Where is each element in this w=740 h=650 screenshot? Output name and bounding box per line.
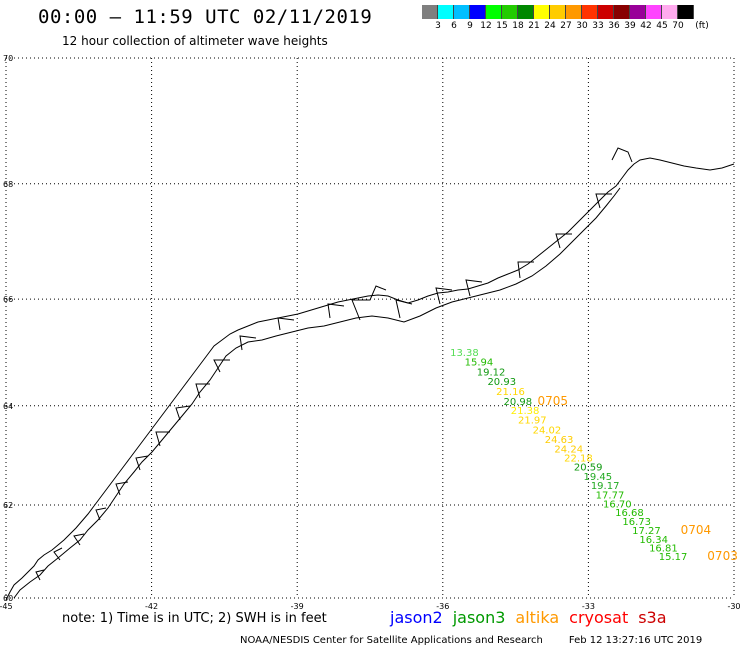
longitude-tick-label: -30	[727, 602, 740, 611]
wave-height-value: 16.34	[639, 535, 668, 546]
wave-height-value: 15.94	[465, 358, 494, 369]
colorbar-label: 39	[624, 21, 636, 31]
wave-height-value: 20.59	[574, 463, 603, 474]
coastline-inner-path	[13, 187, 621, 599]
wave-height-value: 13.38	[450, 348, 479, 359]
wave-height-value: 16.68	[615, 508, 644, 519]
colorbar-swatch	[566, 5, 582, 19]
colorbar-label: 24	[544, 21, 556, 31]
coastline-fjords-path	[35, 147, 633, 581]
pass-id-label: 0703	[707, 549, 738, 563]
latitude-tick-label: 70	[3, 54, 13, 63]
latitude-tick-label: 66	[3, 295, 13, 304]
map-axes: -45 -42 -39 -36 -33 -30 70 68 66 64 62 60	[0, 54, 740, 611]
colorbar-swatch	[630, 5, 646, 19]
pass-id-label: 0705	[537, 394, 568, 408]
colorbar-label: 27	[560, 21, 572, 31]
longitude-tick-label: -33	[582, 602, 595, 611]
colorbar-swatch	[502, 5, 518, 19]
colorbar-swatch	[582, 5, 598, 19]
colorbar-label: 70	[672, 21, 684, 31]
colorbar-label: 21	[528, 21, 540, 31]
footer-credit: NOAA/NESDIS Center for Satellite Applica…	[240, 635, 702, 646]
colorbar-swatch	[518, 5, 534, 19]
colorbar-swatch	[422, 5, 438, 19]
colorbar-swatch	[470, 5, 486, 19]
greenland-coastline	[5, 147, 735, 601]
longitude-tick-label: -36	[436, 602, 449, 611]
colorbar-label: 42	[640, 21, 652, 31]
satellite-legend-item: s3a	[638, 608, 667, 627]
wave-height-value: 17.27	[632, 526, 661, 537]
colorbar-swatch	[598, 5, 614, 19]
wave-height-value: 21.38	[511, 406, 540, 417]
colorbar-swatch	[646, 5, 662, 19]
page-subtitle: 12 hour collection of altimeter wave hei…	[62, 34, 328, 48]
latitude-tick-label: 62	[3, 501, 13, 510]
wave-height-value: 15.17	[659, 552, 688, 563]
wave-height-value: 16.81	[649, 543, 678, 554]
pass-id-label: 0704	[681, 523, 712, 537]
colorbar-label: 33	[592, 21, 604, 31]
colorbar-swatch	[678, 5, 694, 19]
colorbar-label: 36	[608, 21, 620, 31]
wave-height-value: 21.97	[518, 416, 547, 427]
colorbar-swatch	[534, 5, 550, 19]
longitude-tick-label: -42	[145, 602, 158, 611]
colorbar-label: 9	[467, 21, 473, 31]
wave-height-value: 19.12	[477, 368, 506, 379]
coastline-path	[5, 157, 735, 601]
colorbar-swatch	[454, 5, 470, 19]
wave-height-value: 20.98	[503, 397, 532, 408]
satellite-legend-item: jason3	[452, 608, 506, 627]
colorbar-swatch	[550, 5, 566, 19]
latitude-tick-label: 60	[3, 594, 13, 603]
satellite-legend: jason2 jason3 altika cryosat s3a	[390, 608, 677, 627]
colorbar-labels: 3 6 9 12 15 18 21 24 27 30 33 36 39 42 45 70 (ft)	[422, 21, 740, 33]
longitude-tick-label: -45	[0, 602, 13, 611]
wave-height-observations: 13.3815.9419.1220.9321.1620.9821.3821.97…	[450, 348, 687, 563]
wave-height-value: 17.77	[596, 490, 625, 501]
footer-note: note: 1) Time is in UTC; 2) SWH is in fe…	[62, 611, 327, 626]
colorbar-label: 12	[480, 21, 492, 31]
satellite-legend-item: altika	[515, 608, 560, 627]
wave-height-value: 21.16	[496, 387, 525, 398]
wave-height-value: 20.93	[487, 377, 516, 388]
colorbar-swatch	[438, 5, 454, 19]
wave-height-value: 24.63	[545, 435, 574, 446]
colorbar-swatch	[486, 5, 502, 19]
wave-height-value: 22.18	[564, 454, 593, 465]
colorbar-unit: (ft)	[695, 21, 709, 31]
pass-labels: 0705 0704 0703	[537, 394, 737, 563]
colorbar-label: 6	[451, 21, 457, 31]
page-title: 00:00 – 11:59 UTC 02/11/2019	[38, 6, 373, 28]
wave-height-value: 16.73	[622, 517, 651, 528]
longitude-tick-label: -39	[291, 602, 304, 611]
latitude-tick-label: 68	[3, 180, 13, 189]
credit-text: NOAA/NESDIS Center for Satellite Applica…	[240, 635, 543, 646]
wave-height-value: 19.45	[584, 472, 613, 483]
colorbar-label: 3	[435, 21, 441, 31]
wave-height-value: 19.17	[591, 481, 620, 492]
wave-height-value: 16.70	[603, 499, 632, 510]
latitude-tick-label: 64	[3, 402, 13, 411]
colorbar-label: 18	[512, 21, 524, 31]
colorbar-label: 45	[656, 21, 668, 31]
wave-height-value: 24.02	[533, 425, 562, 436]
colorbar-label: 15	[496, 21, 508, 31]
wave-height-colorbar	[422, 5, 694, 19]
colorbar-swatch	[662, 5, 678, 19]
colorbar-swatch	[614, 5, 630, 19]
satellite-legend-item: jason2	[390, 608, 443, 627]
colorbar-label: 30	[576, 21, 588, 31]
satellite-legend-item: cryosat	[569, 608, 629, 627]
wave-height-value: 24.24	[554, 444, 583, 455]
timestamp: Feb 12 13:27:16 UTC 2019	[568, 635, 703, 646]
